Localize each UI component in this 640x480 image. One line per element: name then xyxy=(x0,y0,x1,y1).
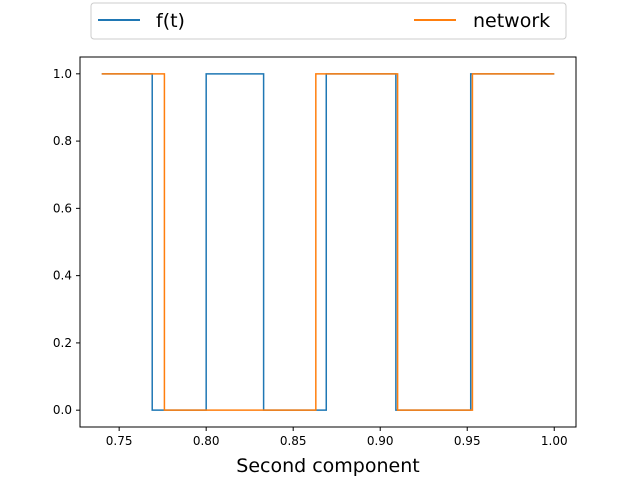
x-axis-label: Second component xyxy=(236,455,419,477)
series-line-network xyxy=(101,73,555,411)
x-tick-label: 0.75 xyxy=(106,434,133,448)
x-tick-label: 0.85 xyxy=(280,434,307,448)
legend-label-f-t: f(t) xyxy=(156,10,185,32)
y-tick-label: 0.2 xyxy=(53,336,72,350)
y-tick-label: 1.0 xyxy=(53,67,72,81)
x-tick-label: 1.00 xyxy=(541,434,568,448)
x-tick-label: 0.90 xyxy=(367,434,394,448)
legend-label-network: network xyxy=(473,10,550,32)
y-axis: 0.0 0.2 0.4 0.6 0.8 1.0 xyxy=(53,67,80,417)
series-line-f-t xyxy=(101,73,555,411)
y-tick-label: 0.8 xyxy=(53,134,72,148)
x-axis: 0.75 0.80 0.85 0.90 0.95 1.00 xyxy=(106,427,568,448)
legend-frame xyxy=(90,2,567,40)
series-layer xyxy=(101,73,555,411)
x-tick-label: 0.95 xyxy=(454,434,481,448)
y-tick-label: 0.0 xyxy=(53,403,72,417)
legend: f(t) network xyxy=(90,2,567,40)
plot-frame xyxy=(79,56,577,428)
y-tick-label: 0.6 xyxy=(53,201,72,215)
y-tick-label: 0.4 xyxy=(53,269,72,283)
x-tick-label: 0.80 xyxy=(193,434,220,448)
